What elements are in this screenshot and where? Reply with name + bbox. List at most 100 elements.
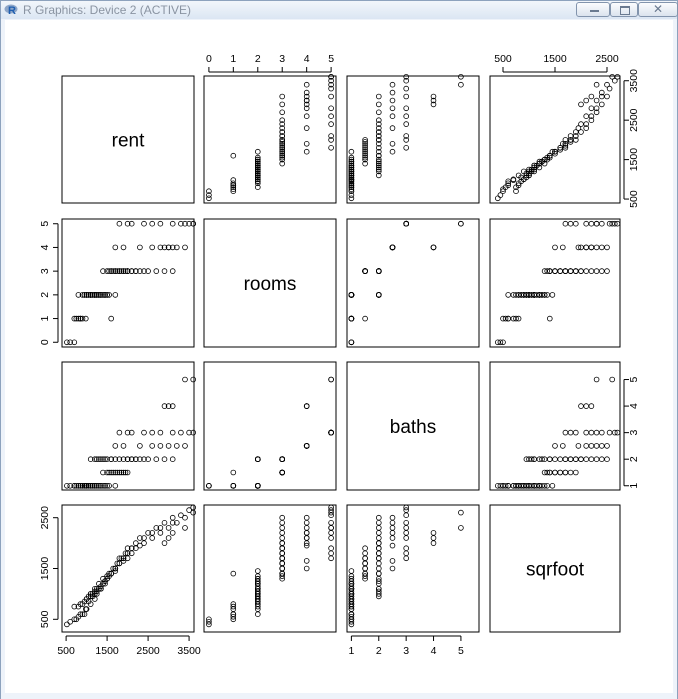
data-point bbox=[190, 509, 197, 516]
data-point bbox=[520, 292, 527, 298]
data-point bbox=[562, 456, 569, 463]
data-point bbox=[549, 482, 556, 489]
data-point bbox=[389, 89, 396, 96]
data-point bbox=[614, 220, 621, 227]
data-point bbox=[120, 456, 127, 463]
data-point bbox=[328, 121, 334, 127]
data-point bbox=[588, 93, 595, 100]
data-point bbox=[348, 180, 355, 187]
tick-label: 2 bbox=[628, 456, 640, 462]
data-point bbox=[430, 101, 437, 108]
data-point bbox=[141, 429, 147, 436]
data-point bbox=[497, 482, 504, 489]
data-point bbox=[567, 133, 574, 139]
tick-label: 4 bbox=[39, 244, 51, 250]
data-point bbox=[174, 244, 180, 251]
data-point bbox=[157, 220, 164, 227]
maximize-button[interactable] bbox=[610, 2, 638, 17]
data-point bbox=[92, 456, 98, 463]
data-point bbox=[546, 315, 553, 322]
data-point bbox=[523, 292, 530, 298]
data-point bbox=[230, 482, 237, 489]
data-point bbox=[583, 121, 589, 127]
data-point bbox=[348, 593, 355, 600]
data-point bbox=[64, 621, 70, 628]
title-bar[interactable]: R R Graphics: Device 2 (ACTIVE) ✕ bbox=[1, 1, 678, 19]
data-point bbox=[116, 268, 123, 274]
data-point bbox=[526, 456, 532, 463]
data-point bbox=[100, 482, 106, 489]
data-point bbox=[328, 133, 334, 139]
data-point bbox=[279, 156, 286, 163]
data-point bbox=[588, 268, 595, 274]
data-point bbox=[575, 125, 582, 131]
tick-label: 1 bbox=[628, 483, 640, 489]
data-point bbox=[375, 519, 382, 526]
data-point bbox=[124, 268, 131, 274]
data-point bbox=[279, 109, 286, 116]
data-point bbox=[303, 113, 310, 119]
data-point bbox=[83, 482, 90, 489]
minimize-button[interactable] bbox=[576, 2, 610, 17]
data-point bbox=[255, 585, 261, 592]
data-point bbox=[106, 292, 112, 298]
data-point bbox=[120, 469, 127, 476]
data-point bbox=[75, 603, 82, 610]
data-point bbox=[552, 443, 558, 449]
tick-label: 5 bbox=[328, 53, 334, 65]
data-point bbox=[153, 456, 160, 463]
close-button[interactable]: ✕ bbox=[638, 2, 678, 17]
data-point bbox=[157, 429, 164, 436]
data-point bbox=[375, 145, 382, 151]
data-point bbox=[174, 443, 180, 449]
data-point bbox=[279, 150, 286, 157]
data-point bbox=[89, 292, 96, 298]
data-point bbox=[255, 456, 261, 463]
data-point bbox=[598, 268, 605, 274]
data-point bbox=[178, 512, 184, 519]
data-point bbox=[588, 443, 595, 449]
data-point bbox=[67, 482, 73, 489]
data-point bbox=[578, 456, 584, 463]
data-point bbox=[118, 469, 125, 476]
data-point bbox=[279, 570, 286, 577]
data-point bbox=[279, 456, 286, 463]
data-point bbox=[71, 339, 78, 346]
data-point bbox=[328, 519, 334, 526]
data-point bbox=[303, 443, 310, 449]
data-point bbox=[518, 482, 524, 489]
data-point bbox=[96, 292, 102, 298]
data-point bbox=[389, 565, 396, 572]
data-point bbox=[598, 93, 605, 100]
data-point bbox=[375, 514, 382, 521]
data-point bbox=[375, 560, 382, 567]
tick-label: 500 bbox=[628, 190, 640, 208]
data-point bbox=[279, 93, 286, 100]
data-point bbox=[572, 469, 579, 476]
tick-label: 2500 bbox=[39, 506, 51, 530]
data-point bbox=[106, 268, 112, 274]
data-point bbox=[458, 509, 464, 516]
data-point bbox=[375, 540, 382, 546]
data-point bbox=[375, 530, 382, 536]
data-point bbox=[174, 519, 180, 526]
tick-label: 4 bbox=[304, 53, 310, 65]
data-point bbox=[583, 220, 589, 227]
data-point bbox=[375, 292, 382, 298]
data-point bbox=[279, 101, 286, 108]
data-point bbox=[567, 139, 574, 145]
data-point bbox=[575, 244, 582, 251]
data-point bbox=[403, 512, 410, 519]
data-point bbox=[128, 456, 135, 463]
data-point bbox=[230, 184, 237, 191]
data-point bbox=[375, 565, 382, 572]
data-point bbox=[583, 429, 589, 436]
data-point bbox=[137, 535, 143, 541]
data-point bbox=[348, 568, 355, 574]
data-point bbox=[124, 456, 131, 463]
data-point bbox=[169, 456, 176, 463]
data-point bbox=[546, 469, 553, 476]
data-point bbox=[389, 535, 396, 541]
tick-label: 3 bbox=[279, 53, 285, 65]
data-point bbox=[523, 482, 530, 489]
